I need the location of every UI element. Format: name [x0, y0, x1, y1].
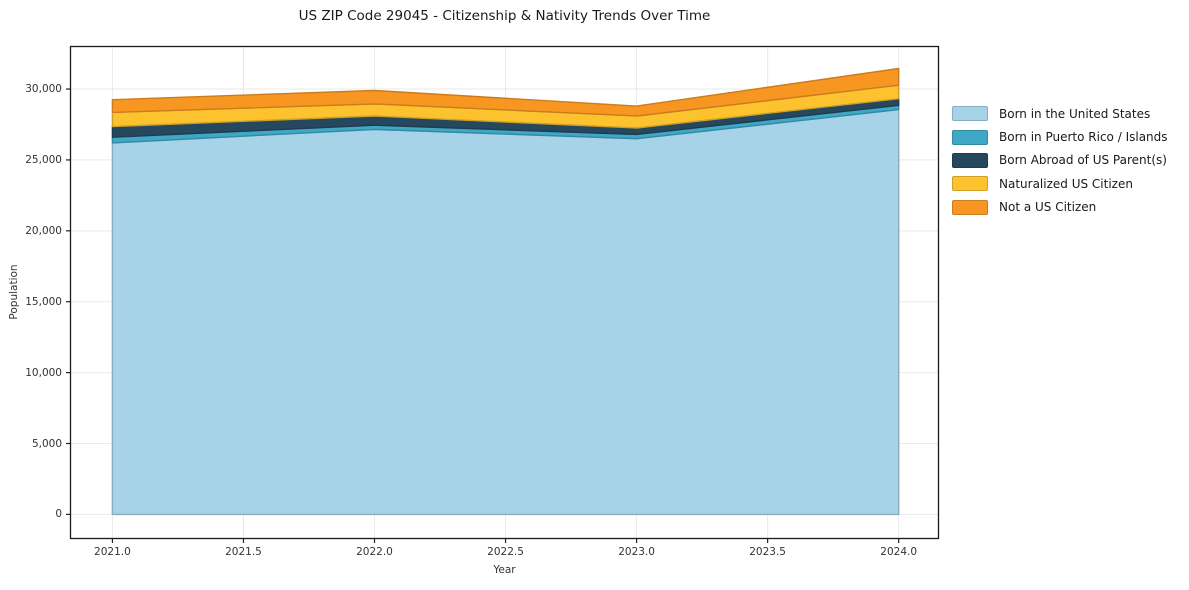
legend-item-born-in-puerto-rico-islands: Born in Puerto Rico / Islands — [952, 125, 1168, 148]
y-tick-label: 0 — [55, 508, 62, 521]
legend-label: Born in the United States — [999, 106, 1151, 121]
legend-label: Born Abroad of US Parent(s) — [999, 153, 1167, 168]
y-tick-label: 20,000 — [25, 224, 62, 237]
legend-item-born-in-the-united-states: Born in the United States — [952, 102, 1168, 125]
x-axis-label: Year — [493, 564, 516, 576]
y-axis-label: Population — [8, 264, 20, 320]
y-tick-label: 30,000 — [25, 83, 62, 96]
chart-title: US ZIP Code 29045 - Citizenship & Nativi… — [298, 8, 711, 24]
area-series-not-a-us-citizen — [111, 67, 900, 117]
legend-label: Naturalized US Citizen — [999, 176, 1133, 191]
x-tick-label: 2024.0 — [880, 546, 918, 558]
axes-spines — [69, 45, 940, 540]
x-tick-label: 2022.5 — [487, 546, 524, 558]
legend-swatch-icon — [952, 106, 988, 122]
legend-label: Born in Puerto Rico / Islands — [999, 130, 1168, 145]
y-tick-label: 15,000 — [25, 295, 62, 308]
x-tick-label: 2023.5 — [749, 546, 786, 558]
x-tick-label: 2022.0 — [356, 546, 393, 558]
legend-swatch-icon — [952, 152, 988, 168]
legend-swatch-icon — [952, 176, 988, 192]
legend-item-naturalized-us-citizen: Naturalized US Citizen — [952, 172, 1168, 195]
y-tick-label: 5,000 — [31, 437, 62, 450]
legend-swatch-icon — [952, 129, 988, 145]
area-series-born-in-the-united-states — [111, 108, 900, 516]
x-tick-label: 2023.0 — [618, 546, 655, 558]
y-tick-label: 25,000 — [25, 153, 62, 166]
legend-item-born-abroad-of-us-parent-s: Born Abroad of US Parent(s) — [952, 149, 1168, 172]
x-tick-label: 2021.0 — [94, 546, 131, 558]
legend: Born in the United States Born in Puerto … — [952, 102, 1168, 219]
y-tick-label: 10,000 — [25, 366, 62, 379]
legend-item-not-a-us-citizen: Not a US Citizen — [952, 196, 1168, 219]
legend-label: Not a US Citizen — [999, 200, 1097, 215]
legend-swatch-icon — [952, 199, 988, 215]
x-tick-label: 2021.5 — [225, 546, 262, 558]
